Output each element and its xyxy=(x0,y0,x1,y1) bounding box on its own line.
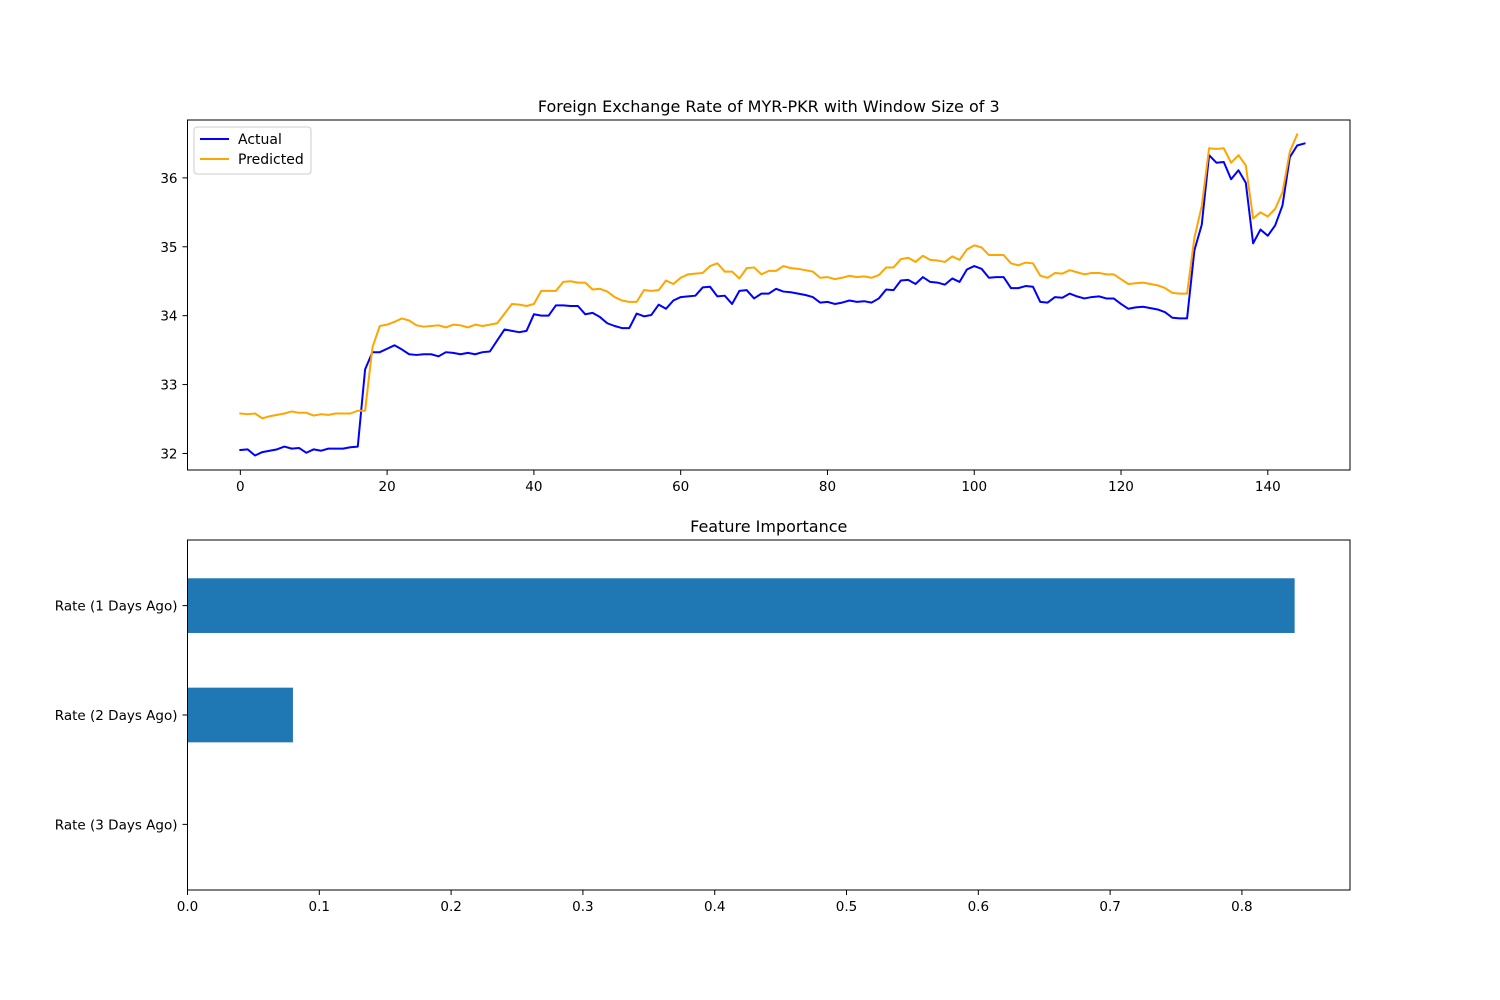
line-plot-area xyxy=(239,133,1306,457)
x-tick-label: 80 xyxy=(819,479,836,495)
bar-y-axis: Rate (1 Days Ago) Rate (2 Days Ago) Rate (… xyxy=(55,599,188,833)
x-tick-label: 40 xyxy=(525,479,542,495)
x-tick-label: 0.7 xyxy=(1099,899,1120,915)
bar-chart-title: Feature Importance xyxy=(690,517,847,536)
category-label: Rate (3 Days Ago) xyxy=(55,817,178,833)
x-tick-label: 0.2 xyxy=(440,899,461,915)
line-chart-title: Foreign Exchange Rate of MYR-PKR with Wi… xyxy=(538,97,1000,116)
line-x-axis: 0 20 40 60 80 100 120 140 xyxy=(236,470,1281,495)
x-tick-label: 100 xyxy=(961,479,987,495)
line-chart: Foreign Exchange Rate of MYR-PKR with Wi… xyxy=(160,97,1351,495)
bar-x-axis: 0.0 0.1 0.2 0.3 0.4 0.5 0.6 0.7 0.8 xyxy=(177,890,1253,915)
x-tick-label: 0.0 xyxy=(177,899,198,915)
x-tick-label: 0.1 xyxy=(309,899,330,915)
y-tick-label: 35 xyxy=(160,240,177,256)
series-line-predicted xyxy=(239,133,1299,420)
bar-2 xyxy=(187,687,293,743)
category-label: Rate (2 Days Ago) xyxy=(55,708,178,724)
x-tick-label: 0.3 xyxy=(572,899,593,915)
y-tick-label: 36 xyxy=(160,171,177,187)
x-tick-label: 120 xyxy=(1108,479,1134,495)
line-y-axis: 32 33 34 35 36 xyxy=(160,171,188,462)
y-tick-label: 34 xyxy=(160,309,177,325)
bar-chart: Feature Importance 0.0 0.1 0.2 0.3 0.4 0.5 0.6… xyxy=(55,517,1351,915)
bar-plot-area xyxy=(187,578,1295,743)
x-tick-label: 20 xyxy=(379,479,396,495)
bar-1 xyxy=(187,578,1295,633)
y-tick-label: 32 xyxy=(160,446,177,462)
x-tick-label: 0.5 xyxy=(836,899,857,915)
series-line-actual xyxy=(239,142,1306,457)
line-plot-frame xyxy=(187,119,1351,471)
x-tick-label: 0 xyxy=(236,479,245,495)
x-tick-label: 0.6 xyxy=(968,899,989,915)
x-tick-label: 0.8 xyxy=(1231,899,1252,915)
x-tick-label: 0.4 xyxy=(704,899,725,915)
x-tick-label: 60 xyxy=(672,479,689,495)
legend-label-actual: Actual xyxy=(238,132,282,148)
y-tick-label: 33 xyxy=(160,378,177,394)
legend: Actual Predicted xyxy=(193,126,312,175)
legend-label-predicted: Predicted xyxy=(238,152,304,168)
category-label: Rate (1 Days Ago) xyxy=(55,599,178,615)
x-tick-label: 140 xyxy=(1255,479,1281,495)
